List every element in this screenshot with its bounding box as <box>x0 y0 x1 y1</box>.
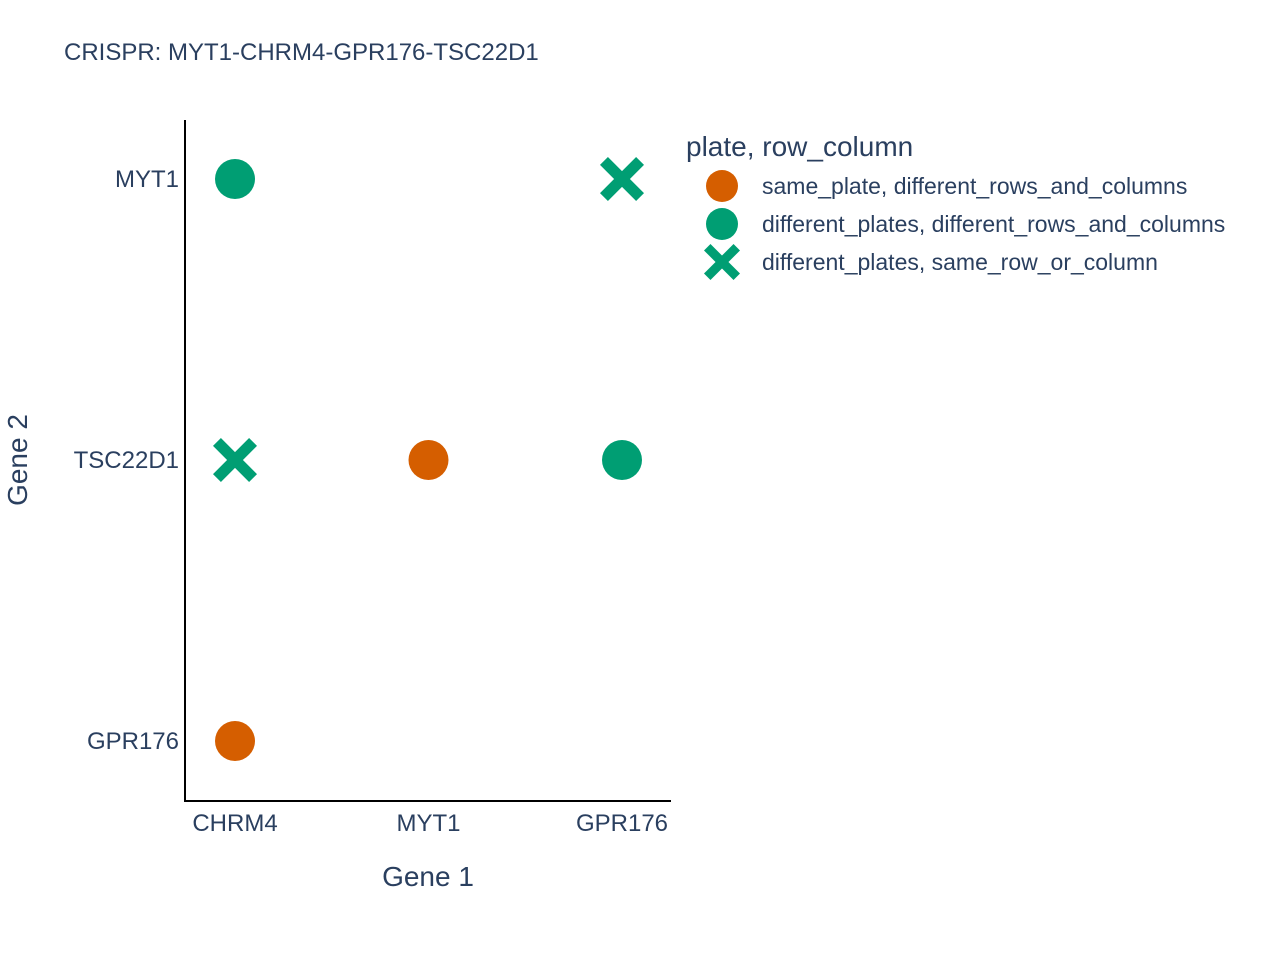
legend-label-2: different_plates, different_rows_and_col… <box>762 211 1225 237</box>
x-axis-title: Gene 1 <box>382 861 474 892</box>
data-point-myt1-tsc22d1 <box>408 440 449 480</box>
legend-item-2[interactable]: different_plates, different_rows_and_col… <box>706 208 1225 240</box>
data-markers <box>213 157 644 761</box>
data-point-chrm4-tsc22d1 <box>213 438 257 482</box>
legend-label-1: same_plate, different_rows_and_columns <box>762 173 1187 199</box>
x-tick-labels: CHRM4 MYT1 GPR176 <box>192 810 668 837</box>
y-tick-label-tsc22d1: TSC22D1 <box>74 447 179 474</box>
legend-label-3: different_plates, same_row_or_column <box>762 249 1158 275</box>
axes <box>184 120 671 802</box>
data-point-gpr176-tsc22d1 <box>602 440 642 480</box>
legend[interactable]: plate, row_column same_plate, different_… <box>686 131 1225 280</box>
legend-marker-circle-2 <box>706 208 738 240</box>
x-tick-label-chrm4: CHRM4 <box>192 810 277 837</box>
legend-marker-x-3 <box>704 244 740 280</box>
data-point-gpr176-myt1 <box>600 157 644 201</box>
x-tick-label-gpr176: GPR176 <box>576 810 668 837</box>
legend-item-1[interactable]: same_plate, different_rows_and_columns <box>706 170 1187 202</box>
chart-title: CRISPR: MYT1-CHRM4-GPR176-TSC22D1 <box>64 39 539 66</box>
legend-title: plate, row_column <box>686 131 913 162</box>
y-tick-labels: GPR176 TSC22D1 MYT1 <box>74 166 179 755</box>
legend-item-3[interactable]: different_plates, same_row_or_column <box>704 244 1158 280</box>
y-tick-label-myt1: MYT1 <box>115 166 179 193</box>
x-tick-label-myt1: MYT1 <box>396 810 460 837</box>
y-tick-label-gpr176: GPR176 <box>87 728 179 755</box>
data-point-chrm4-myt1 <box>215 159 255 199</box>
legend-items: same_plate, different_rows_and_columnsdi… <box>704 170 1225 280</box>
legend-marker-circle-1 <box>706 170 738 202</box>
y-axis-title: Gene 2 <box>2 414 33 506</box>
data-point-chrm4-gpr176 <box>215 721 255 761</box>
